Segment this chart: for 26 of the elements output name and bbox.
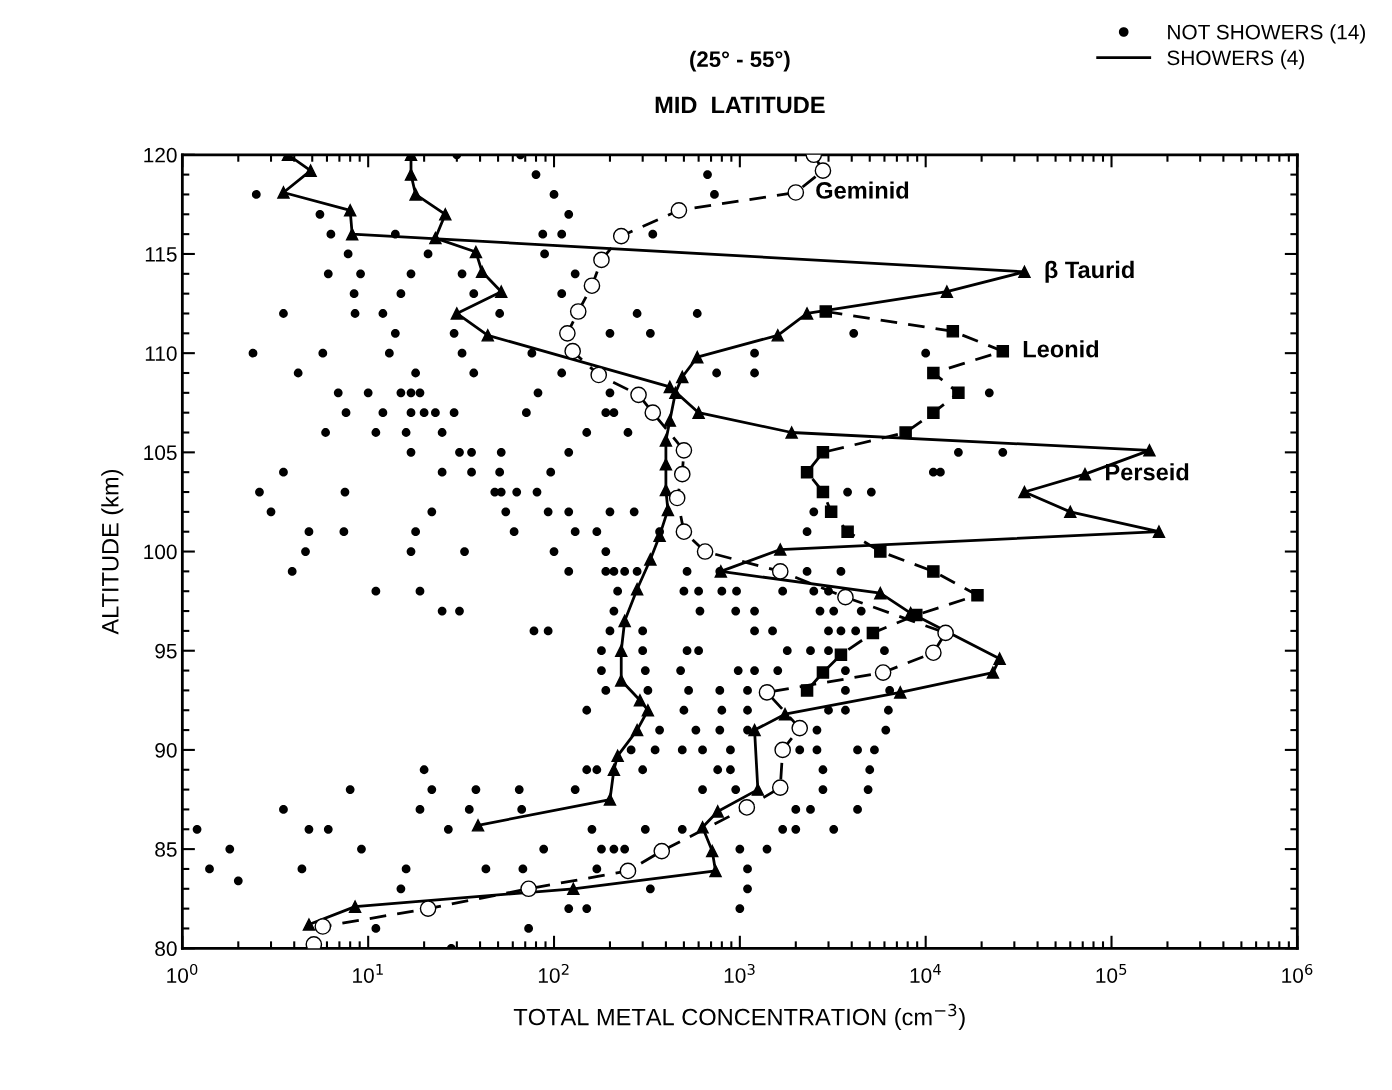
annotation: Leonid: [1023, 340, 1099, 358]
y-tick-label: 105: [144, 445, 177, 461]
chart-subtitle: (25° - 55°): [690, 50, 790, 72]
y-tick-label: 80: [155, 941, 177, 957]
text: SHOWERS (4): [1167, 49, 1305, 70]
annotation: β Taurid: [1045, 260, 1134, 283]
x-tick-label: 10$^{5}$: [1096, 964, 1127, 983]
x-tick-label: 10$^{4}$: [910, 964, 941, 983]
annotation: Geminid: [816, 181, 909, 199]
y-tick-label: 120: [144, 147, 177, 163]
y-tick-label: 115: [145, 247, 177, 262]
x-tick-label: 10$^{2}$: [538, 963, 569, 983]
y-tick-label: 100: [144, 544, 177, 560]
y-tick-label: 110: [145, 346, 177, 361]
y-tick-label: 85: [155, 842, 177, 857]
x-tick-label: 10$^{1}$: [353, 964, 383, 983]
y-tick-label: 90: [155, 742, 177, 758]
y-tick-label: 95: [155, 643, 177, 659]
chart-title: MID LATITUDE: [655, 96, 825, 114]
annotation: Perseid: [1106, 463, 1189, 481]
x-axis-title: TOTAL METAL CONCENTRATION (cm$^{−3}$): [513, 1003, 965, 1031]
x-tick-label: 10$^{6}$: [1282, 963, 1313, 983]
x-tick-label: 10$^{3}$: [724, 963, 755, 983]
legend-label: NOT SHOWERS (14): [1168, 24, 1365, 44]
x-tick-label: 10$^{0}$: [167, 963, 198, 983]
y-axis-title: ALTITUDE (km): [101, 469, 124, 635]
